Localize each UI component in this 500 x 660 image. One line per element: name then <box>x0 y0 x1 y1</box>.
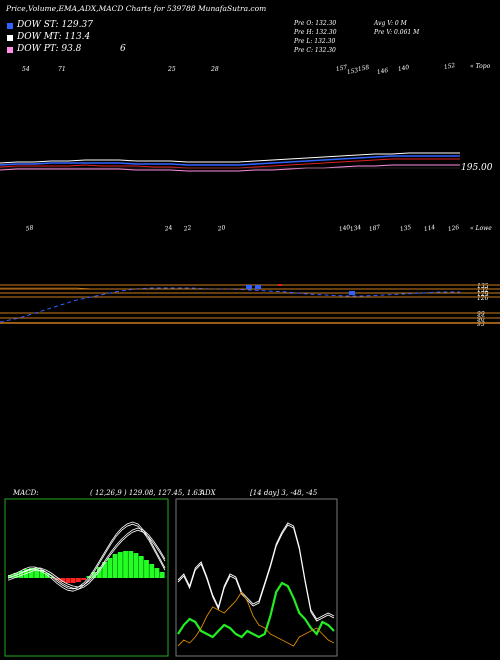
ema-right-tick: 129 <box>477 291 489 298</box>
macd-histogram-bar <box>117 552 123 578</box>
price-top-number: 25 <box>168 66 176 73</box>
macd-histogram-bar <box>112 554 118 578</box>
ema-series-line <box>0 287 460 290</box>
adx-plus-di-line <box>177 581 335 639</box>
legend-dow-pt: DOW PT: 93.8 <box>17 44 82 54</box>
macd-values: ( 12,26,9 ) 129.08, 127.45, 1.63 <box>90 489 203 497</box>
macd-line <box>7 521 166 590</box>
macd-histogram-bar <box>18 571 24 578</box>
price-top-number: 28 <box>211 66 219 73</box>
macd-histogram-bar <box>28 568 34 578</box>
stat-close: Pre C: 132.30 <box>294 47 336 54</box>
ema-marker <box>349 291 355 295</box>
stat-high: Pre H: 132.30 <box>294 29 337 36</box>
macd-histogram-bar <box>149 564 155 578</box>
macd-label: MACD: <box>13 489 39 497</box>
macd-histogram-bar <box>128 551 134 578</box>
ema-right-tick: 132 <box>477 287 489 294</box>
legend-extra: 6 <box>120 44 126 54</box>
stat-avg-volume: Avg V: 0 M <box>374 20 407 27</box>
macd-panel <box>7 521 166 592</box>
macd-signal-line <box>7 529 166 590</box>
legend-swatch-dow-st <box>7 23 13 29</box>
macd-signal-line <box>7 527 166 588</box>
legend-dow-mt: DOW MT: 113.4 <box>17 32 91 42</box>
macd-histogram-bar <box>96 567 102 578</box>
price-panel <box>0 152 460 172</box>
price-axis-label: 195.00 <box>461 163 493 173</box>
ema-right-tick: 126 <box>477 295 489 302</box>
legend-swatch-dow-mt <box>7 35 13 41</box>
macd-histogram-bar <box>144 560 149 578</box>
adx-frame <box>175 498 338 657</box>
macd-histogram-bar <box>65 578 71 583</box>
ema-marker <box>278 284 282 286</box>
macd-histogram-bar <box>133 553 139 578</box>
macd-histogram-bar <box>39 570 45 578</box>
macd-histogram-bar <box>55 578 60 580</box>
macd-histogram-bar <box>76 578 81 582</box>
price-series-line <box>0 152 460 164</box>
macd-histogram-bar <box>159 572 165 578</box>
chart-title: Price,Volume,EMA,ADX,MACD Charts for 539… <box>6 4 267 13</box>
ema-right-tick: 96 <box>477 316 485 323</box>
ema-right-tick: 93 <box>477 321 485 328</box>
ema-marker <box>255 285 261 289</box>
macd-line <box>7 523 166 592</box>
ema-panel <box>0 284 500 324</box>
adx-line <box>177 524 335 622</box>
price-top-number: 71 <box>58 66 66 73</box>
ema-marker <box>246 285 252 289</box>
stat-low: Pre L: 132.30 <box>294 38 336 45</box>
macd-histogram-bar <box>49 577 55 578</box>
ema-right-label: « Lowe <box>470 225 492 232</box>
price-right-label: « Topo <box>470 63 491 70</box>
macd-histogram-bar <box>102 562 108 578</box>
macd-histogram-bar <box>34 568 39 578</box>
macd-histogram-bar <box>138 556 144 578</box>
macd-histogram-bar <box>123 551 128 578</box>
macd-histogram-bar <box>60 578 66 582</box>
legend-swatch-dow-pt <box>7 47 13 53</box>
macd-histogram-bar <box>70 578 76 583</box>
macd-histogram-bar <box>8 575 13 578</box>
adx-panel <box>177 522 335 647</box>
macd-histogram-bar <box>154 568 160 578</box>
stat-prev-volume: Pre V: 0.061 M <box>374 29 420 36</box>
price-top-number: 54 <box>22 66 30 73</box>
stat-open: Pre O: 132.30 <box>294 20 337 27</box>
macd-histogram-bar <box>107 558 113 578</box>
adx-label: ADX <box>200 489 216 497</box>
adx-minus-di-line <box>177 591 335 647</box>
legend-dow-st: DOW ST: 129.37 <box>17 20 93 30</box>
price-series-line <box>0 164 460 172</box>
macd-histogram-bar <box>81 578 87 580</box>
adx-values: [14 day] 3, -48, -45 <box>250 489 318 497</box>
ema-right-tick: 135 <box>477 283 489 290</box>
price-series-line <box>0 155 460 166</box>
ema-right-tick: 99 <box>477 311 485 318</box>
